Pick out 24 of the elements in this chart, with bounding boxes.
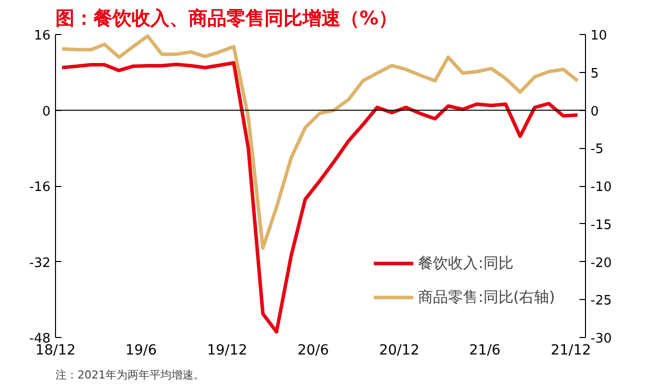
y-tick-label: 16 <box>34 28 51 44</box>
x-tick-label: 20/6 <box>297 342 330 358</box>
x-tick-label: 19/12 <box>206 342 248 358</box>
y2-tick-label: -5 <box>590 142 604 158</box>
y2-tick-label: -20 <box>590 256 612 271</box>
y-tick-label: -32 <box>29 256 50 271</box>
y2-tick-label: -10 <box>590 180 612 195</box>
y2-tick-label: 5 <box>590 66 599 82</box>
x-tick-label: 21/6 <box>469 342 501 358</box>
x-tick-label: 19/6 <box>125 342 157 358</box>
x-tick-label: 20/12 <box>379 342 420 358</box>
x-tick-label: 21/12 <box>550 342 592 358</box>
x-tick-label: 18/12 <box>35 342 76 358</box>
y2-tick-label: -15 <box>590 218 612 233</box>
text: 注：2021年为两年平均增速。 <box>56 368 204 382</box>
y2-tick-label: 0 <box>590 104 599 120</box>
y-tick-label: -16 <box>29 180 50 195</box>
y2-tick-label: 10 <box>590 28 608 44</box>
legend-label: 商品零售:同比(右轴) <box>418 288 555 306</box>
y2-tick-label: -30 <box>590 332 612 346</box>
y2-tick-label: -25 <box>590 294 612 309</box>
legend-label: 餐饮收入:同比 <box>418 254 514 272</box>
y-tick-label: 0 <box>42 104 51 120</box>
chart-title: 图：餐饮收入、商品零售同比增速（%） <box>56 8 398 30</box>
